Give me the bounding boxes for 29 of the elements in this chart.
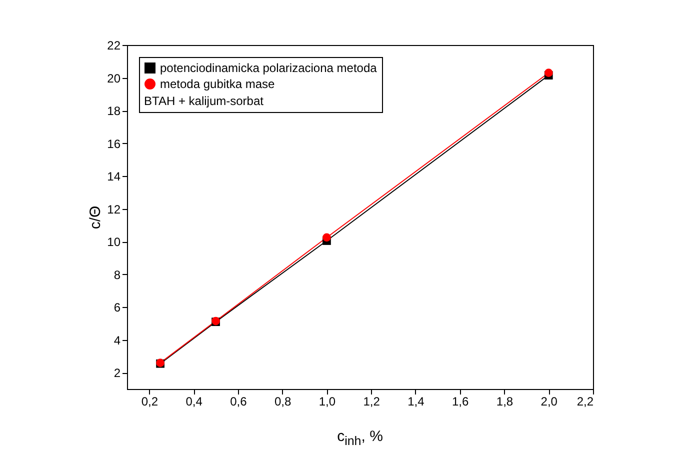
y-tick-label: 18 — [107, 104, 121, 118]
legend-label: potenciodinamicka polarizaciona metoda — [160, 61, 378, 75]
y-tick-label: 14 — [107, 170, 121, 184]
x-tick-label: 2,2 — [576, 394, 594, 408]
y-tick-label: 6 — [114, 300, 121, 315]
x-tick-label: 0,4 — [186, 394, 203, 408]
y-axis-title: c/Θ — [87, 206, 104, 230]
x-tick-label: 2,0 — [540, 394, 558, 408]
y-tick-label: 20 — [107, 71, 121, 86]
x-tick-label: 1,0 — [318, 394, 336, 408]
y-tick-label: 2 — [114, 366, 121, 380]
y-tick-label: 10 — [107, 235, 121, 250]
legend-title: BTAH + kalijum-sorbat — [144, 94, 264, 108]
y-tick-label: 22 — [107, 38, 121, 52]
x-tick-label: 0,6 — [230, 394, 248, 408]
y-tick-label: 8 — [114, 268, 121, 282]
x-tick-label: 1,6 — [452, 394, 470, 408]
x-tick-label: 0,8 — [274, 394, 292, 408]
point — [322, 233, 331, 242]
x-axis-title: c$_{inh}$, % — [336, 428, 384, 448]
x-tick-label: 0,2 — [141, 394, 158, 408]
y-tick-label: 12 — [107, 202, 121, 216]
x-tick-label: 1,2 — [363, 394, 380, 408]
y-tick-label: 16 — [107, 136, 121, 151]
x-tick-label: 1,4 — [408, 394, 425, 408]
legend-label: metoda gubitka mase — [160, 77, 276, 91]
y-tick-label: 4 — [114, 333, 121, 348]
x-tick-label: 1,8 — [496, 394, 514, 408]
point — [544, 68, 553, 78]
